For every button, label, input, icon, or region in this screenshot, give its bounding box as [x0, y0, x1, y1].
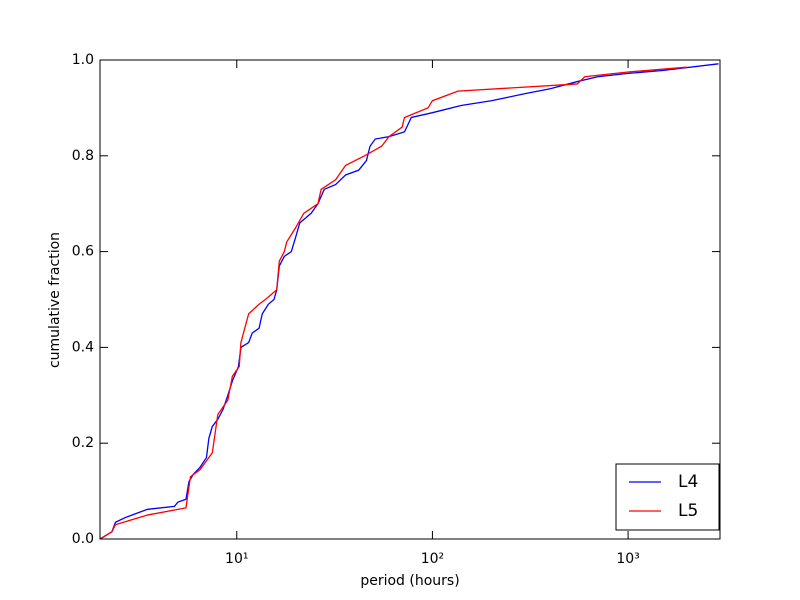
series-line [100, 66, 688, 539]
legend-label: L5 [678, 501, 698, 521]
x-tick-label: 10¹ [225, 551, 248, 567]
y-tick-label: 0.4 [72, 339, 94, 355]
x-axis-label: period (hours) [360, 573, 459, 589]
x-tick-label: 10² [421, 551, 444, 567]
legend-label: L4 [678, 472, 698, 492]
y-axis-label: cumulative fraction [47, 232, 63, 368]
legend-box [615, 463, 720, 531]
y-tick-label: 0.0 [72, 531, 94, 547]
x-tick-label: 10³ [616, 551, 639, 567]
y-tick-label: 0.8 [72, 148, 94, 164]
plot-frame [99, 59, 721, 540]
y-tick-label: 0.6 [72, 244, 94, 260]
y-tick-label: 0.2 [72, 435, 94, 451]
y-tick-label: 1.0 [72, 52, 94, 68]
